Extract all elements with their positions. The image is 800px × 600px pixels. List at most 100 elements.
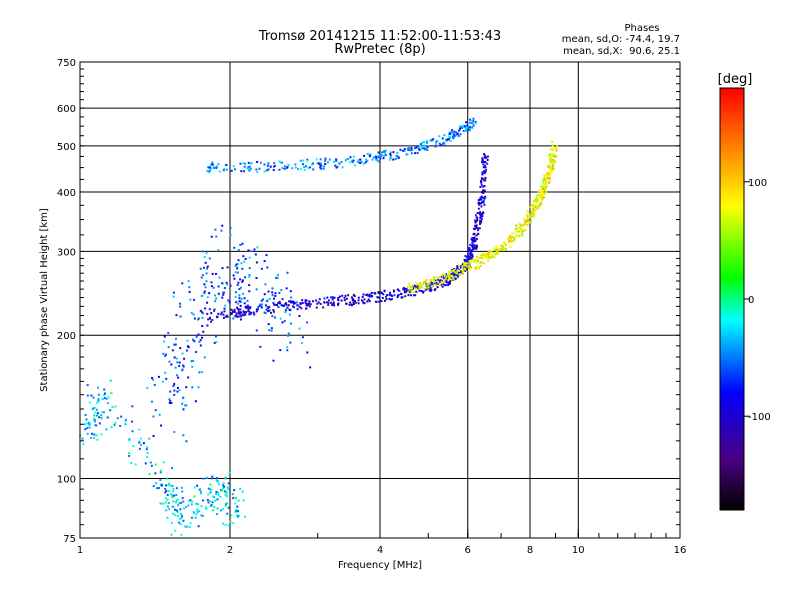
data-point [482, 201, 485, 204]
data-point [237, 302, 240, 305]
data-point [445, 139, 448, 142]
data-point [239, 243, 242, 246]
data-point [278, 160, 281, 163]
data-point [343, 299, 346, 302]
data-point [466, 262, 469, 265]
data-point [551, 144, 554, 147]
data-point [179, 347, 182, 350]
data-point [189, 499, 192, 502]
data-point [159, 469, 162, 472]
data-point [258, 304, 261, 307]
data-point [475, 219, 478, 222]
data-point [224, 315, 227, 318]
data-point [451, 135, 454, 138]
data-point [464, 258, 467, 261]
data-point [458, 134, 461, 137]
data-point [351, 299, 354, 302]
data-point [482, 199, 485, 202]
data-point [236, 514, 239, 517]
y-tick-label: 100 [57, 475, 76, 486]
data-point [487, 251, 490, 254]
data-point [418, 289, 421, 292]
data-point [265, 308, 268, 311]
data-point [538, 204, 541, 207]
data-point [416, 283, 419, 286]
data-point [95, 414, 98, 417]
data-point [92, 407, 95, 410]
data-point [471, 126, 474, 129]
data-point [172, 295, 175, 298]
data-point [472, 239, 475, 242]
data-point [268, 297, 271, 300]
data-point [455, 268, 458, 271]
data-point [198, 341, 201, 344]
data-point [179, 508, 182, 511]
data-point [270, 329, 273, 332]
data-point [301, 336, 304, 339]
data-point [479, 219, 482, 222]
data-point [163, 335, 166, 338]
data-point [264, 283, 267, 286]
data-point [438, 275, 441, 278]
data-point [177, 514, 180, 517]
x-tick-label: 8 [527, 545, 533, 556]
data-point [362, 293, 365, 296]
data-point [180, 517, 183, 520]
data-point [450, 270, 453, 273]
y-tick-label: 600 [57, 104, 76, 115]
data-point [397, 293, 400, 296]
data-point [248, 273, 251, 276]
data-point [300, 167, 303, 170]
data-point [182, 500, 185, 503]
data-point [179, 501, 182, 504]
data-point [171, 349, 174, 352]
data-point [331, 304, 334, 307]
data-point [239, 311, 242, 314]
data-point [223, 291, 226, 294]
data-point [463, 259, 466, 262]
data-point [534, 205, 537, 208]
data-point [124, 419, 127, 422]
data-point [271, 315, 274, 318]
data-point [543, 196, 546, 199]
data-point [430, 289, 433, 292]
data-point [460, 271, 463, 274]
data-point [389, 157, 392, 160]
data-point [480, 198, 483, 201]
data-point [194, 400, 197, 403]
data-point [543, 185, 546, 188]
data-point [198, 371, 201, 374]
data-point [207, 318, 210, 321]
data-point [248, 168, 251, 171]
data-point [469, 253, 472, 256]
data-point [259, 161, 262, 164]
data-point [280, 304, 283, 307]
data-point [404, 288, 407, 291]
data-point [422, 290, 425, 293]
data-point [174, 529, 177, 532]
data-point [475, 244, 478, 247]
data-point [209, 483, 212, 486]
data-point [555, 155, 558, 158]
data-point [206, 301, 209, 304]
data-point [151, 378, 154, 381]
data-point [260, 299, 263, 302]
data-point [152, 485, 155, 488]
data-point [370, 291, 373, 294]
data-point [94, 424, 97, 427]
data-point [541, 188, 544, 191]
data-point [162, 461, 165, 464]
data-point [422, 291, 425, 294]
data-point [223, 310, 226, 313]
data-point [399, 148, 402, 151]
data-point [468, 127, 471, 130]
data-point [206, 312, 209, 315]
data-point [263, 260, 266, 263]
data-point [235, 312, 238, 315]
data-point [201, 336, 204, 339]
data-point [271, 291, 274, 294]
data-point [451, 132, 454, 135]
data-point [540, 197, 543, 200]
data-point [428, 282, 431, 285]
data-point [535, 196, 538, 199]
